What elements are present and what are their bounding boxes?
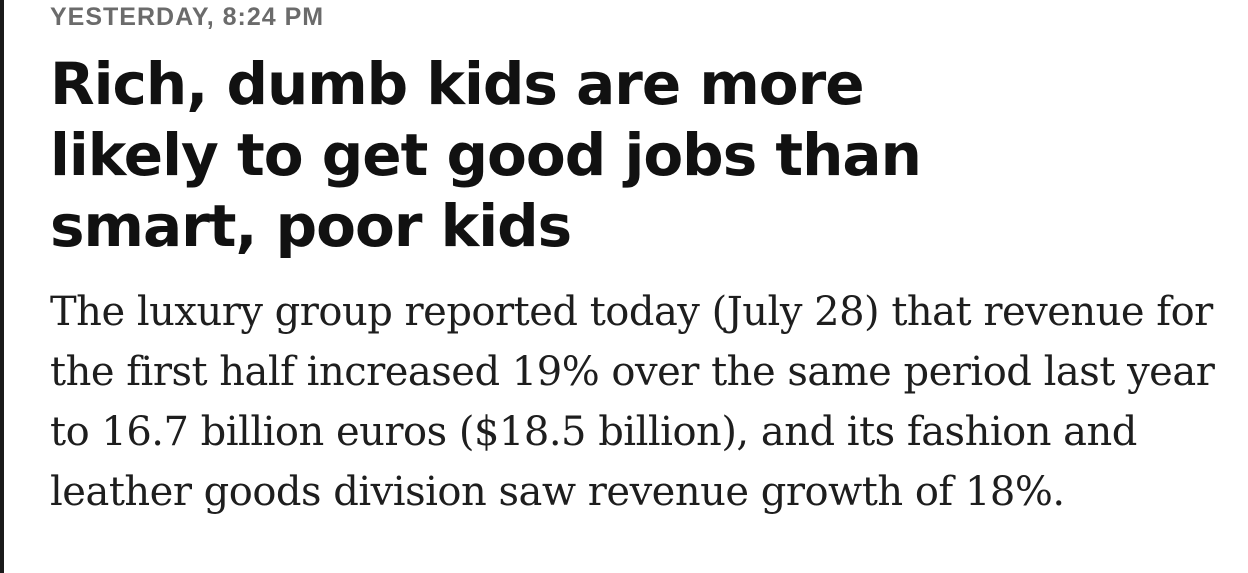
- left-divider: [0, 0, 4, 573]
- article-card[interactable]: YESTERDAY, 8:24 PM Rich, dumb kids are m…: [50, 0, 1248, 522]
- headline[interactable]: Rich, dumb kids are more likely to get g…: [50, 50, 922, 260]
- timestamp: YESTERDAY, 8:24 PM: [50, 3, 325, 31]
- article-dek: The luxury group reported today (July 28…: [50, 289, 1215, 515]
